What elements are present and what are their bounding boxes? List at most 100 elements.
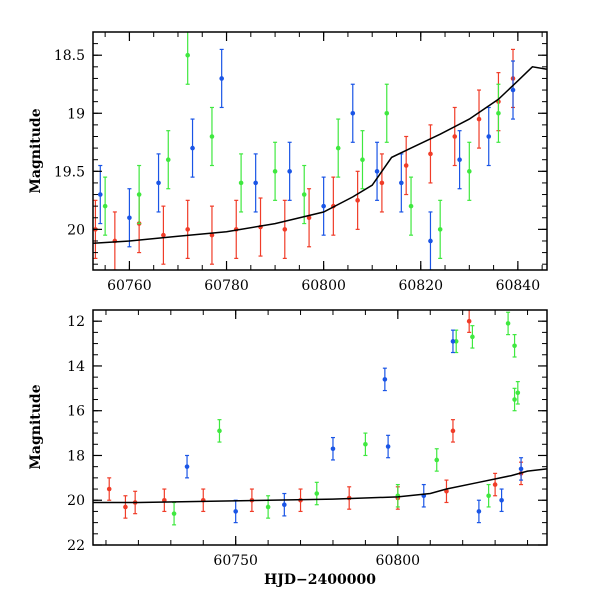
data-point xyxy=(184,454,190,479)
data-point xyxy=(301,164,307,225)
data-point xyxy=(395,483,401,508)
data-point xyxy=(265,495,271,519)
bottom-axis-ticks: 60750 60800 12 14 16 18 20 22 xyxy=(67,309,547,569)
data-point xyxy=(363,432,368,457)
data-point xyxy=(486,106,492,167)
data-point xyxy=(238,153,244,213)
data-point xyxy=(233,499,238,524)
data-point xyxy=(399,153,404,213)
data-point xyxy=(444,479,449,504)
data-point xyxy=(505,311,511,336)
data-point xyxy=(408,176,414,236)
data-point xyxy=(385,434,391,459)
x-tick-label: 60800 xyxy=(301,278,346,294)
x-tick-label: 60780 xyxy=(204,278,249,294)
data-point xyxy=(185,32,190,85)
y-tick-label: 14 xyxy=(67,359,85,375)
data-point xyxy=(476,89,482,149)
data-point xyxy=(209,106,215,167)
data-point xyxy=(510,60,516,120)
data-point xyxy=(512,334,517,358)
data-point xyxy=(321,176,326,236)
data-point xyxy=(161,205,166,265)
data-point xyxy=(97,164,103,225)
data-point xyxy=(457,130,462,190)
data-point xyxy=(282,199,288,259)
data-point xyxy=(384,83,390,143)
data-point xyxy=(403,135,409,196)
data-point xyxy=(272,141,278,201)
data-point xyxy=(102,176,108,236)
data-point xyxy=(217,419,222,443)
data-point xyxy=(486,483,491,508)
bottom-y-axis-title: Magnitude xyxy=(28,384,44,469)
data-point xyxy=(330,436,336,461)
data-point xyxy=(515,381,521,405)
data-point xyxy=(470,325,475,349)
data-point xyxy=(476,499,482,524)
y-tick-label: 19.5 xyxy=(54,164,85,180)
data-point xyxy=(282,492,287,517)
data-point xyxy=(452,106,458,167)
y-tick-label: 12 xyxy=(67,314,85,330)
data-point xyxy=(106,477,112,501)
data-point xyxy=(467,141,472,201)
data-point xyxy=(287,141,292,201)
data-point xyxy=(382,367,388,392)
data-point xyxy=(171,501,177,526)
model-curve-line xyxy=(93,65,547,245)
y-tick-label: 20 xyxy=(67,222,85,238)
data-point xyxy=(219,48,224,109)
data-point xyxy=(162,488,167,513)
data-point xyxy=(355,170,360,230)
data-point xyxy=(360,130,365,190)
data-point xyxy=(492,472,498,497)
x-tick-label: 60820 xyxy=(398,278,443,294)
data-point xyxy=(185,199,190,259)
y-tick-label: 20 xyxy=(67,493,85,509)
data-point xyxy=(499,488,504,513)
x-tick-label: 60750 xyxy=(213,553,258,569)
data-point xyxy=(466,310,472,333)
top-model-curve xyxy=(93,65,547,245)
data-point xyxy=(428,124,433,184)
top-y-axis-title: Magnitude xyxy=(28,108,44,193)
y-tick-label: 16 xyxy=(67,404,85,420)
data-point xyxy=(306,188,312,248)
data-point xyxy=(200,488,206,513)
data-point xyxy=(127,188,132,248)
data-point xyxy=(253,153,258,213)
y-tick-label: 18.5 xyxy=(54,48,85,64)
data-point xyxy=(350,83,356,143)
x-tick-label: 60800 xyxy=(376,553,421,569)
data-point xyxy=(512,387,517,412)
data-point xyxy=(209,205,215,265)
y-tick-label: 22 xyxy=(67,538,85,554)
data-point xyxy=(428,211,433,270)
data-point xyxy=(136,164,142,225)
data-point xyxy=(437,199,443,259)
data-point xyxy=(450,329,456,354)
top-axis-ticks: 60760 60780 60800 60820 60840 18.5 19 19.5 20 xyxy=(54,31,547,294)
y-tick-label: 18 xyxy=(67,448,85,464)
bottom-data-points xyxy=(106,310,524,526)
data-point xyxy=(112,211,118,270)
y-tick-label: 19 xyxy=(67,106,85,122)
data-point xyxy=(165,130,171,190)
data-point xyxy=(132,490,138,515)
data-point xyxy=(156,153,161,213)
model-curve-line xyxy=(93,468,547,504)
x-tick-label: 60760 xyxy=(107,278,152,294)
data-point xyxy=(190,118,195,178)
bottom-model-curve xyxy=(93,468,547,504)
bottom-plot-frame xyxy=(92,309,548,546)
data-point xyxy=(335,118,341,178)
x-tick-label: 60840 xyxy=(496,278,541,294)
top-plot-frame xyxy=(92,31,548,271)
data-point xyxy=(314,481,320,506)
data-point xyxy=(496,83,501,143)
top-panel: 60760 60780 60800 60820 60840 18.5 19 19.5 20 Ma… xyxy=(28,31,548,294)
bottom-x-axis-title: HJD−2400000 xyxy=(264,572,376,588)
data-point xyxy=(450,419,456,443)
